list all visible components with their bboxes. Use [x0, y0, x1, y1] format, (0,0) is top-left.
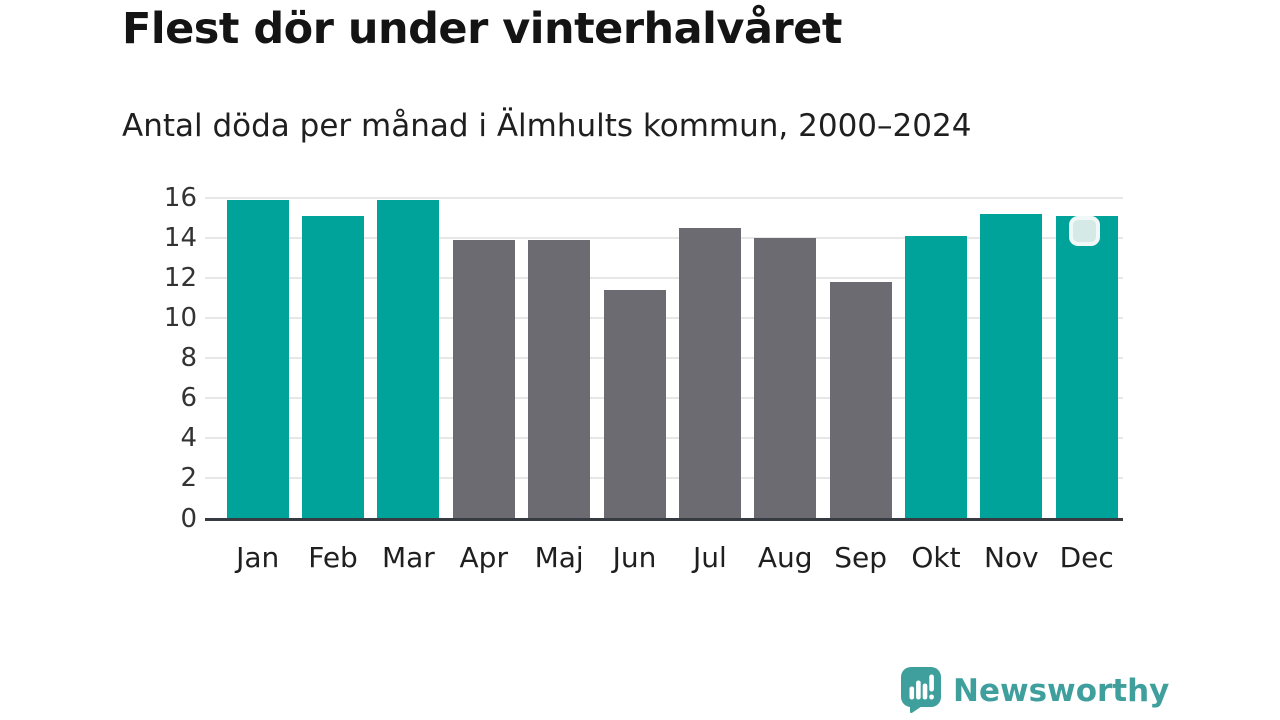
chart-title: Flest dör under vinterhalvåret: [122, 4, 842, 54]
bar-apr: [452, 240, 515, 519]
chart-subtitle: Antal döda per månad i Älmhults kommun, …: [122, 108, 972, 144]
x-tick-label: Okt: [911, 541, 961, 574]
y-tick-label: 12: [163, 263, 197, 294]
newsworthy-bar-chart-speech-bubble-icon: [901, 667, 941, 713]
x-tick-label: Jan: [236, 541, 280, 574]
newsworthy-logo-text: Newsworthy: [953, 672, 1170, 709]
x-tick-label: Maj: [534, 541, 584, 574]
x-tick-label: Apr: [459, 541, 508, 574]
gridline-y-12: [205, 277, 1123, 280]
y-tick-label: 10: [163, 303, 197, 334]
gridline-y-16: [205, 197, 1123, 200]
x-tick-label: Mar: [381, 541, 435, 574]
bar-feb: [302, 216, 365, 519]
y-tick-label: 6: [180, 383, 197, 414]
x-tick-label: Sep: [834, 541, 887, 574]
bar-nov: [980, 214, 1043, 519]
bar-maj: [528, 240, 591, 519]
x-tick-label: Feb: [308, 541, 358, 574]
bar-aug: [754, 238, 817, 519]
y-tick-label: 4: [180, 423, 197, 454]
bar-okt: [904, 236, 967, 519]
bar-sep: [829, 282, 892, 519]
x-axis-baseline: [205, 517, 1123, 521]
bar-jun: [603, 290, 666, 519]
plot-area: 0 2 4 6 8 10 12 14 16 Jan Feb Mar Apr Maj Jun Jul Aug Sep…: [163, 183, 1123, 574]
x-tick-label: Jun: [612, 541, 657, 574]
bar-jul: [678, 228, 741, 519]
x-tick-label: Jul: [692, 541, 727, 574]
newsworthy-logo: Newsworthy: [901, 667, 1169, 714]
y-tick-label: 14: [163, 223, 197, 254]
x-tick-label: Nov: [983, 541, 1039, 574]
y-tick-label: 16: [163, 183, 197, 214]
y-tick-label: 8: [180, 343, 197, 374]
bar-jan: [226, 200, 289, 519]
rounded-square-badge[interactable]: [1069, 216, 1100, 246]
y-tick-label: 2: [180, 463, 197, 494]
gridline-y-14: [205, 237, 1123, 240]
x-tick-label: Aug: [757, 541, 813, 574]
bar-dec: [1055, 216, 1118, 519]
y-tick-label: 0: [180, 503, 197, 534]
bar-mar: [377, 200, 440, 519]
x-tick-label: Dec: [1059, 541, 1114, 574]
